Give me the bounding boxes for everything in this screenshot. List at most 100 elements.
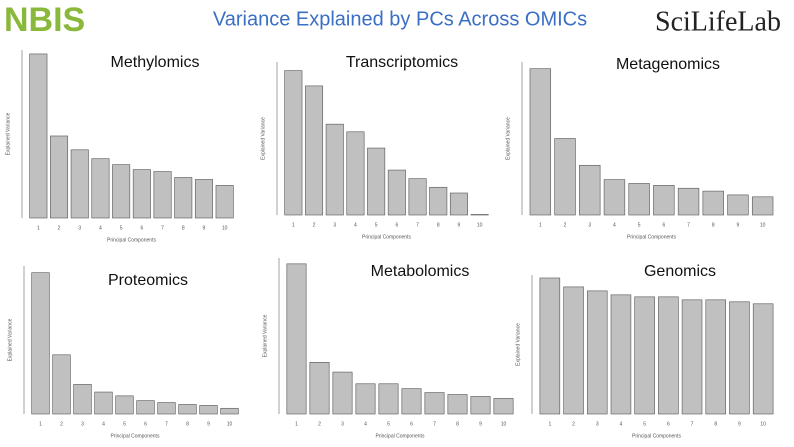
x-tick-label: 8 [712, 222, 715, 228]
x-axis-label: Principal Components [362, 234, 411, 240]
x-tick-label: 5 [375, 222, 378, 228]
x-tick-label: 7 [687, 222, 690, 228]
x-tick-label: 7 [433, 421, 436, 427]
panel-title: Proteomics [108, 272, 188, 289]
x-tick-label: 9 [737, 222, 740, 228]
x-tick-label: 1 [548, 421, 551, 427]
x-tick-label: 1 [539, 222, 542, 228]
x-tick-label: 6 [667, 421, 670, 427]
x-tick-label: 5 [638, 222, 641, 228]
bar [705, 299, 727, 415]
bar [447, 394, 468, 415]
x-tick-label: 8 [456, 421, 459, 427]
bar [112, 164, 131, 219]
x-tick-label: 6 [140, 225, 143, 231]
x-tick-label: 4 [364, 421, 367, 427]
y-axis-label: Explained Variance [260, 117, 266, 160]
x-axis-label: Principal Components [107, 237, 156, 243]
x-tick-label: 8 [186, 421, 189, 427]
bar [132, 169, 151, 219]
x-tick-label: 4 [620, 421, 623, 427]
x-tick-label: 3 [588, 222, 591, 228]
x-axis-label: Principal Components [376, 433, 425, 439]
bar [658, 296, 679, 415]
bar [408, 178, 427, 216]
bar [305, 85, 324, 216]
x-tick-label: 9 [458, 222, 461, 228]
x-tick-label: 10 [501, 421, 507, 427]
bar [284, 70, 303, 216]
bar [634, 296, 655, 415]
bar [194, 179, 213, 219]
y-axis-label: Explained Variance [262, 314, 268, 357]
panel-title: Genomics [644, 263, 716, 280]
bar [628, 183, 650, 216]
bar [449, 192, 468, 216]
x-axis-label: Principal Components [632, 433, 681, 439]
bar [91, 158, 110, 219]
bar [752, 303, 774, 415]
x-axis-label: Principal Components [111, 433, 160, 439]
bar [387, 169, 406, 216]
y-axis-label: Explained Variance [505, 117, 511, 160]
x-tick-label: 4 [613, 222, 616, 228]
x-tick-label: 8 [437, 222, 440, 228]
x-tick-label: 8 [714, 421, 717, 427]
bar [727, 194, 749, 216]
bar [653, 185, 675, 216]
panel-title: Methylomics [111, 54, 200, 71]
bar [586, 290, 608, 415]
bar [157, 402, 176, 415]
x-tick-label: 2 [572, 421, 575, 427]
x-tick-label: 2 [58, 225, 61, 231]
y-axis-label: Explained Variance [5, 112, 11, 155]
x-tick-label: 9 [479, 421, 482, 427]
x-tick-label: 10 [477, 222, 483, 228]
bar [579, 164, 601, 216]
x-tick-label: 4 [354, 222, 357, 228]
x-tick-label: 2 [313, 222, 316, 228]
y-axis-label: Explained Variance [7, 318, 13, 361]
bar [367, 147, 386, 216]
bar [115, 395, 134, 415]
bar [539, 277, 561, 415]
x-tick-label: 4 [102, 421, 105, 427]
x-tick-label: 10 [227, 421, 233, 427]
x-tick-label: 9 [203, 225, 206, 231]
x-tick-label: 5 [120, 225, 123, 231]
bar [332, 371, 353, 415]
x-tick-label: 3 [596, 421, 599, 427]
x-tick-label: 7 [165, 421, 168, 427]
x-tick-label: 9 [207, 421, 210, 427]
x-tick-label: 4 [99, 225, 102, 231]
x-tick-label: 5 [387, 421, 390, 427]
bar [70, 149, 89, 219]
x-tick-label: 3 [78, 225, 81, 231]
bar [73, 384, 92, 415]
bar [529, 68, 552, 216]
x-tick-label: 6 [144, 421, 147, 427]
x-tick-label: 6 [410, 421, 413, 427]
bar [429, 186, 448, 216]
bar [493, 398, 514, 415]
slide-title: Variance Explained by PCs Across OMICs [213, 8, 587, 30]
x-tick-label: 9 [738, 421, 741, 427]
x-tick-label: 1 [37, 225, 40, 231]
bar [309, 362, 330, 415]
logo-right: SciLifeLab [655, 6, 781, 37]
bar [424, 392, 445, 415]
bar [153, 171, 172, 219]
x-tick-label: 6 [395, 222, 398, 228]
bar [136, 400, 155, 415]
panel-title: Metabolomics [371, 263, 470, 280]
bar [174, 177, 193, 219]
x-tick-label: 7 [416, 222, 419, 228]
bar [702, 190, 724, 216]
x-tick-label: 10 [760, 222, 766, 228]
x-tick-label: 3 [81, 421, 84, 427]
bar [50, 135, 69, 219]
x-tick-label: 2 [318, 421, 321, 427]
x-tick-label: 10 [760, 421, 766, 427]
y-axis-label: Explained Variance [515, 323, 521, 366]
bar [220, 407, 239, 415]
